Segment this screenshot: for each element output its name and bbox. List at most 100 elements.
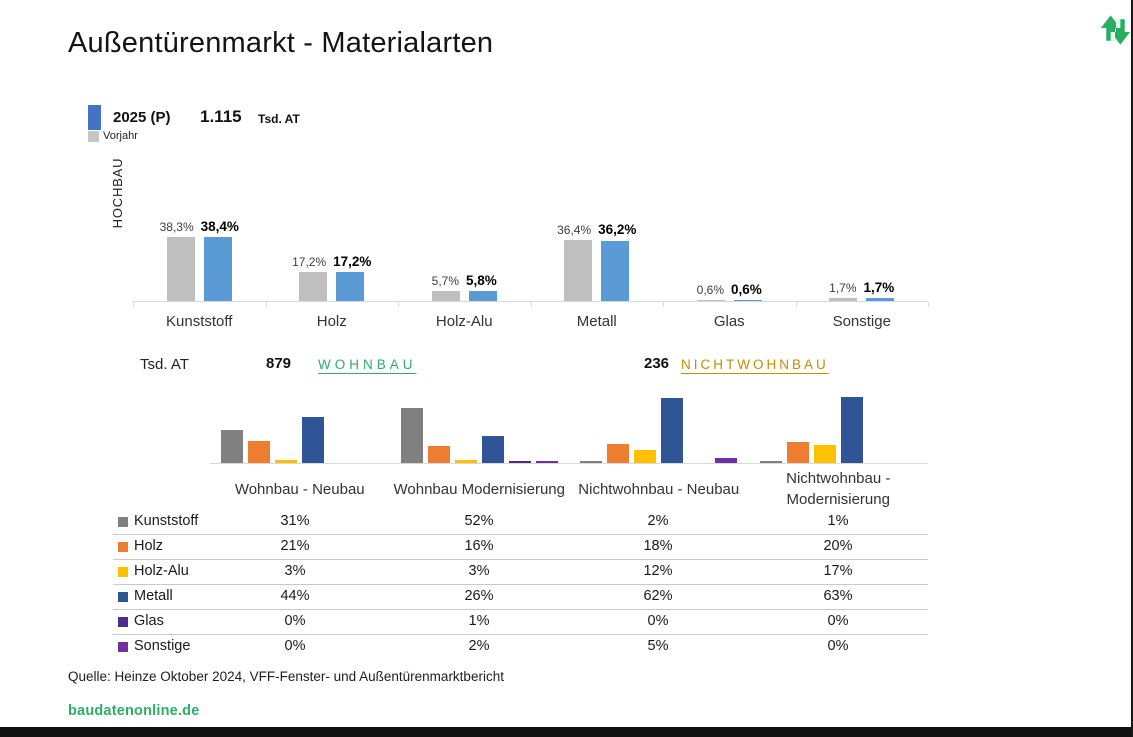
bar-holz-alu-nichtwohnbau-modernisierung: [813, 445, 836, 463]
legend-current-label: 2025 (P): [113, 109, 171, 126]
table-value: 0%: [284, 613, 306, 629]
segment-chart-bars: [210, 391, 928, 463]
axis-tick: [133, 302, 134, 307]
category-label-holz-alu: Holz-Alu: [435, 313, 493, 330]
previous-value-label: 0,6%: [696, 283, 725, 297]
hochbau-chart-axis: [133, 301, 929, 307]
current-value-label: 36,2%: [598, 222, 637, 237]
legend-total-unit: Tsd. AT: [258, 112, 300, 126]
segment-chart-axis: [210, 463, 928, 467]
value-labels: 1,7% 1,7%: [829, 280, 894, 295]
current-value-label: 5,8%: [466, 273, 497, 288]
table-value: 0%: [827, 613, 849, 629]
bar-vorjahr-holz-alu: [431, 291, 460, 301]
bar-kunststoff-wohnbau-neubau: [221, 430, 244, 463]
hochbau-chart-bars: 38,3% 38,4% 17,2% 17,2% 5,7% 5,8% 36,4% 36,2% 0,…: [133, 120, 928, 301]
table-value: 62%: [643, 588, 673, 604]
table-value: 44%: [280, 588, 310, 604]
hochbau-axis-title: HOCHBAU: [110, 157, 125, 229]
category-label-sonstige: Sonstige: [832, 313, 891, 330]
previous-value-label: 1,7%: [829, 281, 857, 295]
current-value-label: 38,4%: [200, 219, 239, 234]
category-group-glas: 0,6% 0,6%: [663, 120, 796, 301]
bar-2025-p-holz: [336, 272, 365, 301]
legend-total-value: 1.115: [200, 107, 242, 126]
category-label-metall: Metall: [576, 313, 617, 330]
bar-vorjahr-metall: [564, 240, 593, 301]
legend-swatch-metall: [118, 592, 128, 602]
table-value: 16%: [464, 538, 494, 554]
wohnbau-total-value: 879: [266, 355, 292, 372]
nichtwohnbau-link[interactable]: NICHTWOHNBAU: [681, 357, 829, 372]
axis-tick: [663, 302, 664, 307]
segment-group-nichtwohnbau-neubau: [569, 391, 749, 463]
material-label: Kunststoff: [134, 513, 199, 529]
table-row-metall: Metall 44% 26% 62% 63%: [113, 585, 928, 610]
legend-swatch-kunststoff: [118, 517, 128, 527]
category-label-holz: Holz: [316, 313, 347, 330]
table-row-holz: Holz 21% 16% 18% 20%: [113, 535, 928, 560]
table-value: 3%: [468, 563, 490, 579]
bar-pair: [166, 237, 232, 301]
segment-group-wohnbau-neubau: [210, 391, 390, 463]
bar-sonstige-wohnbau-modernisierung: [535, 461, 558, 463]
bar-holz-wohnbau-modernisierung: [427, 446, 450, 463]
table-value: 17%: [823, 563, 853, 579]
bar-vorjahr-holz: [299, 272, 328, 301]
material-table: Kunststoff 31% 52% 2% 1% Holz 21% 16% 18% 20% Holz…: [113, 510, 928, 660]
hochbau-chart-categories: Kunststoff Holz Holz-Alu Metall Glas Sonstige: [133, 307, 928, 330]
table-row-glas: Glas 0% 1% 0% 0%: [113, 610, 928, 635]
category-group-metall: 36,4% 36,2%: [531, 120, 664, 301]
axis-tick: [531, 302, 532, 307]
segment-label-wohnbau-modernisierung: Wohnbau Modernisierung: [393, 480, 566, 498]
baudatenonline-logo-icon: [1100, 15, 1131, 45]
bar-2025-p-glas: [733, 300, 762, 301]
bar-glas-wohnbau-modernisierung: [508, 461, 531, 463]
axis-tick: [796, 302, 797, 307]
bottom-border-bar: [0, 727, 1131, 737]
segment-label-wohnbau-neubau: Wohnbau - Neubau: [234, 480, 365, 498]
legend-current-swatch: [88, 105, 101, 130]
bar-sonstige-nichtwohnbau-neubau: [715, 458, 738, 463]
table-value: 63%: [823, 588, 853, 604]
bar-holz-wohnbau-neubau: [248, 441, 271, 463]
table-value: 0%: [284, 638, 306, 654]
table-row-sonstige: Sonstige 0% 2% 5% 0%: [113, 635, 928, 660]
wohnbau-link[interactable]: WOHNBAU: [318, 357, 417, 372]
legend-swatch-holz: [118, 542, 128, 552]
value-labels: 17,2% 17,2%: [292, 254, 371, 269]
axis-tick: [398, 302, 399, 307]
bar-holz-alu-wohnbau-neubau: [275, 460, 298, 463]
value-labels: 36,4% 36,2%: [557, 222, 636, 237]
table-value: 1%: [468, 613, 490, 629]
previous-value-label: 17,2%: [292, 255, 327, 269]
axis-tick: [266, 302, 267, 307]
bar-vorjahr-kunststoff: [166, 237, 195, 301]
legend-swatch-glas: [118, 617, 128, 627]
bar-2025-p-metall: [601, 241, 630, 301]
previous-value-label: 38,3%: [159, 220, 194, 234]
current-value-label: 1,7%: [863, 280, 895, 295]
table-value: 18%: [643, 538, 673, 554]
segment-label-nichtwohnbau-neubau: Nichtwohnbau - Neubau: [578, 480, 740, 498]
category-label-glas: Glas: [713, 313, 745, 330]
bar-pair: [696, 300, 762, 301]
legend-swatch-sonstige: [118, 642, 128, 652]
segment-unit-label: Tsd. AT: [140, 356, 189, 373]
nichtwohnbau-total-value: 236: [644, 355, 670, 372]
bar-holz-nichtwohnbau-neubau: [607, 444, 630, 463]
bar-metall-wohnbau-neubau: [302, 417, 325, 463]
material-label: Holz-Alu: [134, 563, 189, 579]
source-text: Quelle: Heinze Oktober 2024, VFF-Fenster…: [68, 669, 504, 684]
previous-value-label: 36,4%: [557, 223, 592, 237]
bar-pair: [829, 298, 895, 301]
bar-metall-nichtwohnbau-neubau: [661, 398, 684, 463]
website-link[interactable]: baudatenonline.de: [68, 703, 200, 719]
bar-kunststoff-nichtwohnbau-modernisierung: [759, 461, 782, 463]
table-value: 1%: [827, 513, 849, 529]
value-labels: 38,3% 38,4%: [160, 219, 239, 234]
previous-value-label: 5,7%: [431, 274, 460, 288]
legend-swatch-holz-alu: [118, 567, 128, 577]
value-labels: 5,7% 5,8%: [432, 273, 497, 288]
